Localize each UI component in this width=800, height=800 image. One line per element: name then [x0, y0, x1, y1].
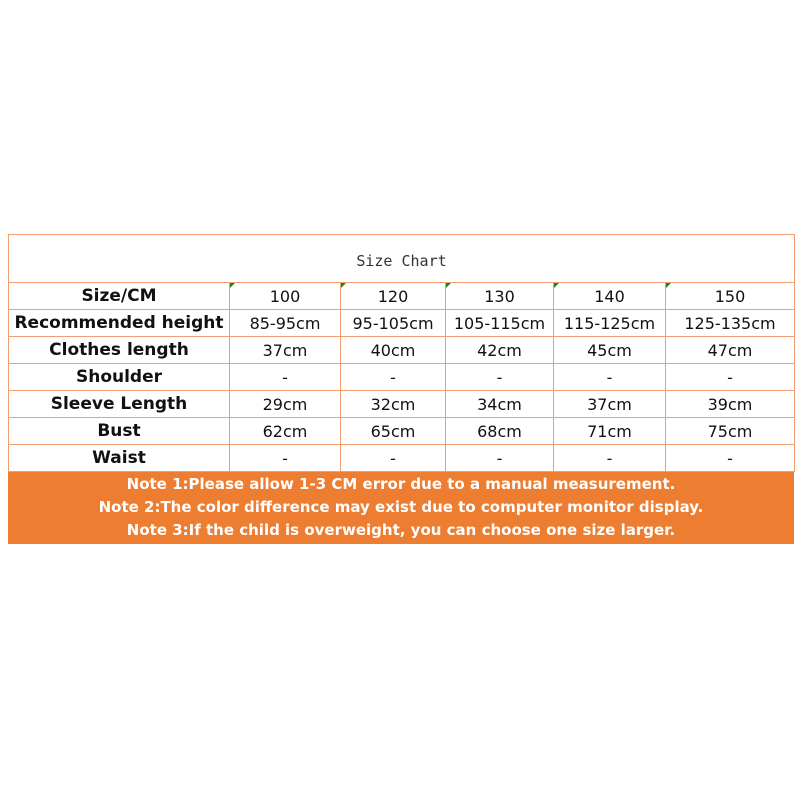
cell: - — [445, 444, 554, 472]
table-title: Size Chart — [8, 234, 795, 283]
cell: - — [445, 363, 554, 391]
cell: 125-135cm — [665, 309, 795, 337]
cell: 95-105cm — [340, 309, 446, 337]
row-label: Bust — [8, 417, 230, 445]
row-label: Waist — [8, 444, 230, 472]
cell: 71cm — [553, 417, 666, 445]
header-row: Size/CM 100 120 130 140 150 — [8, 282, 795, 310]
table-row: Waist - - - - - — [8, 444, 795, 472]
cell: 47cm — [665, 336, 795, 364]
cell: 45cm — [553, 336, 666, 364]
cell: - — [665, 444, 795, 472]
table-row: Clothes length 37cm 40cm 42cm 45cm 47cm — [8, 336, 795, 364]
note: Note 3:If the child is overweight, you c… — [126, 521, 676, 539]
cell: - — [340, 444, 446, 472]
note: Note 2:The color difference may exist du… — [98, 498, 704, 516]
cell: - — [665, 363, 795, 391]
row-label: Shoulder — [8, 363, 230, 391]
cell: 37cm — [229, 336, 341, 364]
size-table: Size Chart Size/CM 100 120 130 140 150 R… — [8, 234, 795, 472]
table-row: Shoulder - - - - - — [8, 363, 795, 391]
cell: 105-115cm — [445, 309, 554, 337]
cell: 32cm — [340, 390, 446, 418]
cell: 65cm — [340, 417, 446, 445]
cell: 42cm — [445, 336, 554, 364]
cell: 75cm — [665, 417, 795, 445]
size-chart: Size Chart Size/CM 100 120 130 140 150 R… — [8, 234, 795, 544]
size-header: 130 — [445, 282, 554, 310]
cell: 68cm — [445, 417, 554, 445]
header-label: Size/CM — [8, 282, 230, 310]
size-header: 120 — [340, 282, 446, 310]
size-header: 140 — [553, 282, 666, 310]
cell: 115-125cm — [553, 309, 666, 337]
size-header: 100 — [229, 282, 341, 310]
cell: - — [229, 444, 341, 472]
cell: 62cm — [229, 417, 341, 445]
notes-banner: Note 1:Please allow 1-3 CM error due to … — [8, 472, 794, 544]
cell: - — [340, 363, 446, 391]
table-row: Recommended height 85-95cm 95-105cm 105-115… — [8, 309, 795, 337]
cell: 34cm — [445, 390, 554, 418]
cell: - — [553, 444, 666, 472]
cell: - — [229, 363, 341, 391]
cell: 29cm — [229, 390, 341, 418]
row-label: Recommended height — [8, 309, 230, 337]
cell: 39cm — [665, 390, 795, 418]
table-row: Bust 62cm 65cm 68cm 71cm 75cm — [8, 417, 795, 445]
note: Note 1:Please allow 1-3 CM error due to … — [126, 475, 676, 493]
cell: 85-95cm — [229, 309, 341, 337]
cell: 40cm — [340, 336, 446, 364]
row-label: Sleeve Length — [8, 390, 230, 418]
row-label: Clothes length — [8, 336, 230, 364]
size-header: 150 — [665, 282, 795, 310]
cell: 37cm — [553, 390, 666, 418]
table-row: Sleeve Length 29cm 32cm 34cm 37cm 39cm — [8, 390, 795, 418]
cell: - — [553, 363, 666, 391]
